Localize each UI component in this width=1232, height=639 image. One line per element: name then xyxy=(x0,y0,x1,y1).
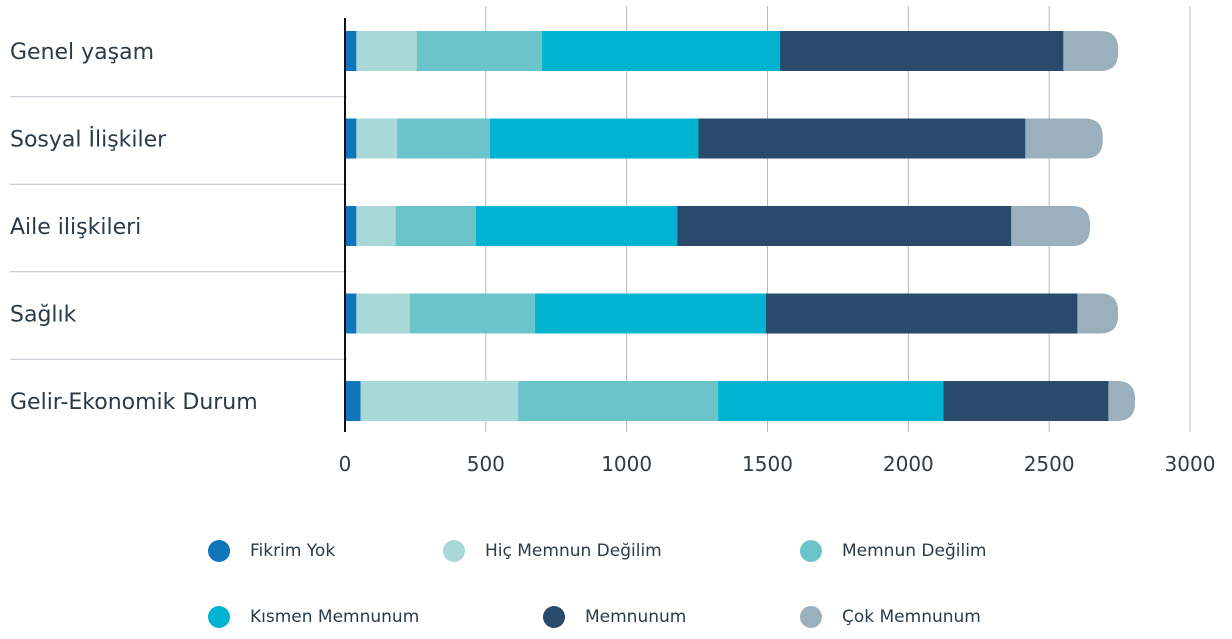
bar-segment xyxy=(1063,31,1119,71)
legend-swatch xyxy=(208,606,230,628)
category-labels: Genel yaşam Sosyal İlişkiler Aile ilişkile… xyxy=(10,40,258,415)
bar-segment xyxy=(490,118,699,159)
legend-item: Memnun Değilim xyxy=(800,540,986,562)
legend-item: Memnunum xyxy=(543,606,686,628)
category-label: Genel yaşam xyxy=(10,40,154,65)
bar-segment xyxy=(356,118,398,159)
bar-segment xyxy=(345,293,357,334)
bar-segment xyxy=(535,293,767,334)
bar-row xyxy=(345,293,1119,334)
legend-label: Çok Memnunum xyxy=(842,607,981,627)
x-tick-label: 2500 xyxy=(1024,452,1075,476)
legend-swatch xyxy=(543,606,565,628)
legend-label: Memnunum xyxy=(585,607,687,627)
bar-segment xyxy=(677,206,1012,246)
legend-item: Hiç Memnun Değilim xyxy=(443,540,662,562)
category-separators xyxy=(10,96,347,360)
legend-item: Fikrim Yok xyxy=(208,540,335,562)
x-axis-ticks: 0 500 1000 1500 2000 2500 3000 xyxy=(339,452,1216,476)
bar-segment xyxy=(409,293,536,334)
bar-segment xyxy=(416,31,543,71)
legend-label: Memnun Değilim xyxy=(842,541,987,561)
bar-series xyxy=(345,31,1136,421)
bar-segment xyxy=(345,31,357,71)
bar-segment xyxy=(360,381,519,421)
bar-segment xyxy=(397,118,491,159)
bar-segment xyxy=(345,206,357,246)
bar-segment xyxy=(780,31,1064,71)
x-tick-label: 3000 xyxy=(1165,452,1216,476)
category-label: Sosyal İlişkiler xyxy=(10,127,167,153)
bar-row xyxy=(345,118,1103,159)
x-tick-label: 1500 xyxy=(742,452,793,476)
bar-segment xyxy=(766,293,1078,334)
bar-segment xyxy=(356,206,397,246)
bar-segment xyxy=(356,31,418,71)
bar-segment xyxy=(356,293,411,334)
legend-swatch xyxy=(443,540,465,562)
bar-segment xyxy=(395,206,477,246)
legend-label: Hiç Memnun Değilim xyxy=(485,541,662,561)
legend-item: Kısmen Memnunum xyxy=(208,606,419,628)
legend-label: Fikrim Yok xyxy=(250,541,336,561)
bar-row xyxy=(345,381,1136,421)
bar-segment xyxy=(698,118,1026,159)
x-tick-label: 1000 xyxy=(601,452,652,476)
bar-segment xyxy=(542,31,781,71)
legend-label: Kısmen Memnunum xyxy=(250,607,420,627)
bar-segment xyxy=(345,118,357,159)
bar-segment xyxy=(1108,381,1136,421)
bar-row xyxy=(345,206,1091,246)
legend-swatch xyxy=(800,606,822,628)
category-label: Aile ilişkileri xyxy=(10,215,141,240)
x-tick-label: 2000 xyxy=(883,452,934,476)
category-label: Gelir-Ekonomik Durum xyxy=(10,390,258,415)
x-tick-label: 0 xyxy=(339,452,352,476)
legend-swatch xyxy=(800,540,822,562)
bar-segment xyxy=(345,381,361,421)
bar-segment xyxy=(475,206,678,246)
bar-segment xyxy=(1011,206,1091,246)
bar-segment xyxy=(1025,118,1103,159)
category-label: Sağlık xyxy=(10,303,77,328)
bar-segment xyxy=(518,381,719,421)
bar-segment xyxy=(943,381,1109,421)
bar-row xyxy=(345,31,1119,71)
bar-segment xyxy=(718,381,945,421)
bar-segment xyxy=(1077,293,1119,334)
x-tick-label: 500 xyxy=(467,452,505,476)
legend-item: Çok Memnunum xyxy=(800,606,981,628)
legend-swatch xyxy=(208,540,230,562)
